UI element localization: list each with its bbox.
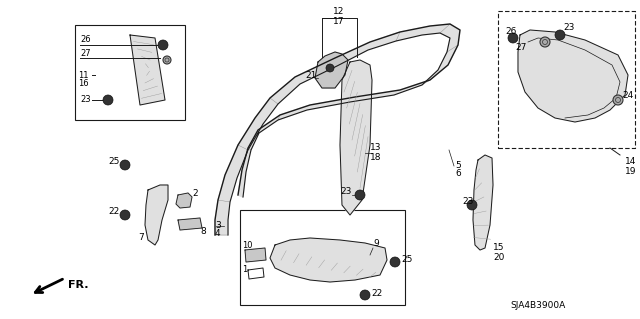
Text: 27: 27 bbox=[80, 48, 91, 57]
Bar bbox=[240, 210, 405, 305]
Polygon shape bbox=[270, 238, 387, 282]
Text: 23: 23 bbox=[340, 188, 351, 197]
Bar bbox=[75, 25, 185, 120]
Circle shape bbox=[540, 37, 550, 47]
Text: 5: 5 bbox=[455, 160, 461, 169]
Text: 17: 17 bbox=[333, 17, 344, 26]
Text: 15: 15 bbox=[493, 243, 504, 253]
Circle shape bbox=[355, 190, 365, 200]
Circle shape bbox=[508, 33, 518, 43]
Text: 3: 3 bbox=[215, 220, 221, 229]
Polygon shape bbox=[340, 60, 372, 215]
Text: FR.: FR. bbox=[68, 280, 88, 290]
Text: 12: 12 bbox=[333, 8, 344, 17]
Polygon shape bbox=[473, 155, 493, 250]
Text: 23: 23 bbox=[462, 197, 474, 206]
Bar bbox=[498, 11, 635, 148]
Text: 13: 13 bbox=[370, 144, 381, 152]
Text: 2: 2 bbox=[192, 189, 198, 197]
Text: 21: 21 bbox=[305, 70, 316, 79]
Polygon shape bbox=[145, 185, 168, 245]
Text: 24: 24 bbox=[622, 92, 633, 100]
Circle shape bbox=[326, 64, 334, 72]
Polygon shape bbox=[245, 248, 266, 262]
Circle shape bbox=[120, 160, 130, 170]
Text: 23: 23 bbox=[80, 95, 91, 105]
Text: 26: 26 bbox=[505, 27, 516, 36]
Text: SJA4B3900A: SJA4B3900A bbox=[510, 300, 565, 309]
Circle shape bbox=[467, 200, 477, 210]
Circle shape bbox=[613, 95, 623, 105]
Text: 14: 14 bbox=[625, 158, 636, 167]
Polygon shape bbox=[248, 268, 264, 279]
Text: 26: 26 bbox=[80, 35, 91, 44]
Circle shape bbox=[555, 30, 565, 40]
Polygon shape bbox=[518, 30, 628, 122]
Text: 18: 18 bbox=[370, 153, 381, 162]
Circle shape bbox=[103, 95, 113, 105]
Text: 10: 10 bbox=[242, 241, 253, 250]
Polygon shape bbox=[176, 193, 192, 208]
Polygon shape bbox=[178, 218, 202, 230]
Text: 25: 25 bbox=[401, 256, 412, 264]
Text: 1: 1 bbox=[242, 265, 247, 275]
Circle shape bbox=[390, 257, 400, 267]
Text: 22: 22 bbox=[108, 207, 119, 217]
Circle shape bbox=[360, 290, 370, 300]
Circle shape bbox=[158, 40, 168, 50]
Text: 4: 4 bbox=[215, 229, 221, 239]
Text: 11: 11 bbox=[78, 70, 88, 79]
Circle shape bbox=[120, 210, 130, 220]
Text: 19: 19 bbox=[625, 167, 637, 175]
Polygon shape bbox=[315, 52, 348, 88]
Text: 6: 6 bbox=[455, 169, 461, 179]
Text: 9: 9 bbox=[373, 240, 379, 249]
Text: 8: 8 bbox=[200, 227, 205, 236]
Text: 27: 27 bbox=[515, 43, 526, 53]
Text: 7: 7 bbox=[138, 234, 144, 242]
Polygon shape bbox=[215, 24, 460, 235]
Text: 23: 23 bbox=[563, 24, 574, 33]
Circle shape bbox=[163, 56, 171, 64]
Text: 16: 16 bbox=[78, 79, 88, 88]
Text: 25: 25 bbox=[108, 158, 120, 167]
Polygon shape bbox=[130, 35, 165, 105]
Text: 22: 22 bbox=[371, 288, 382, 298]
Text: 20: 20 bbox=[493, 253, 504, 262]
